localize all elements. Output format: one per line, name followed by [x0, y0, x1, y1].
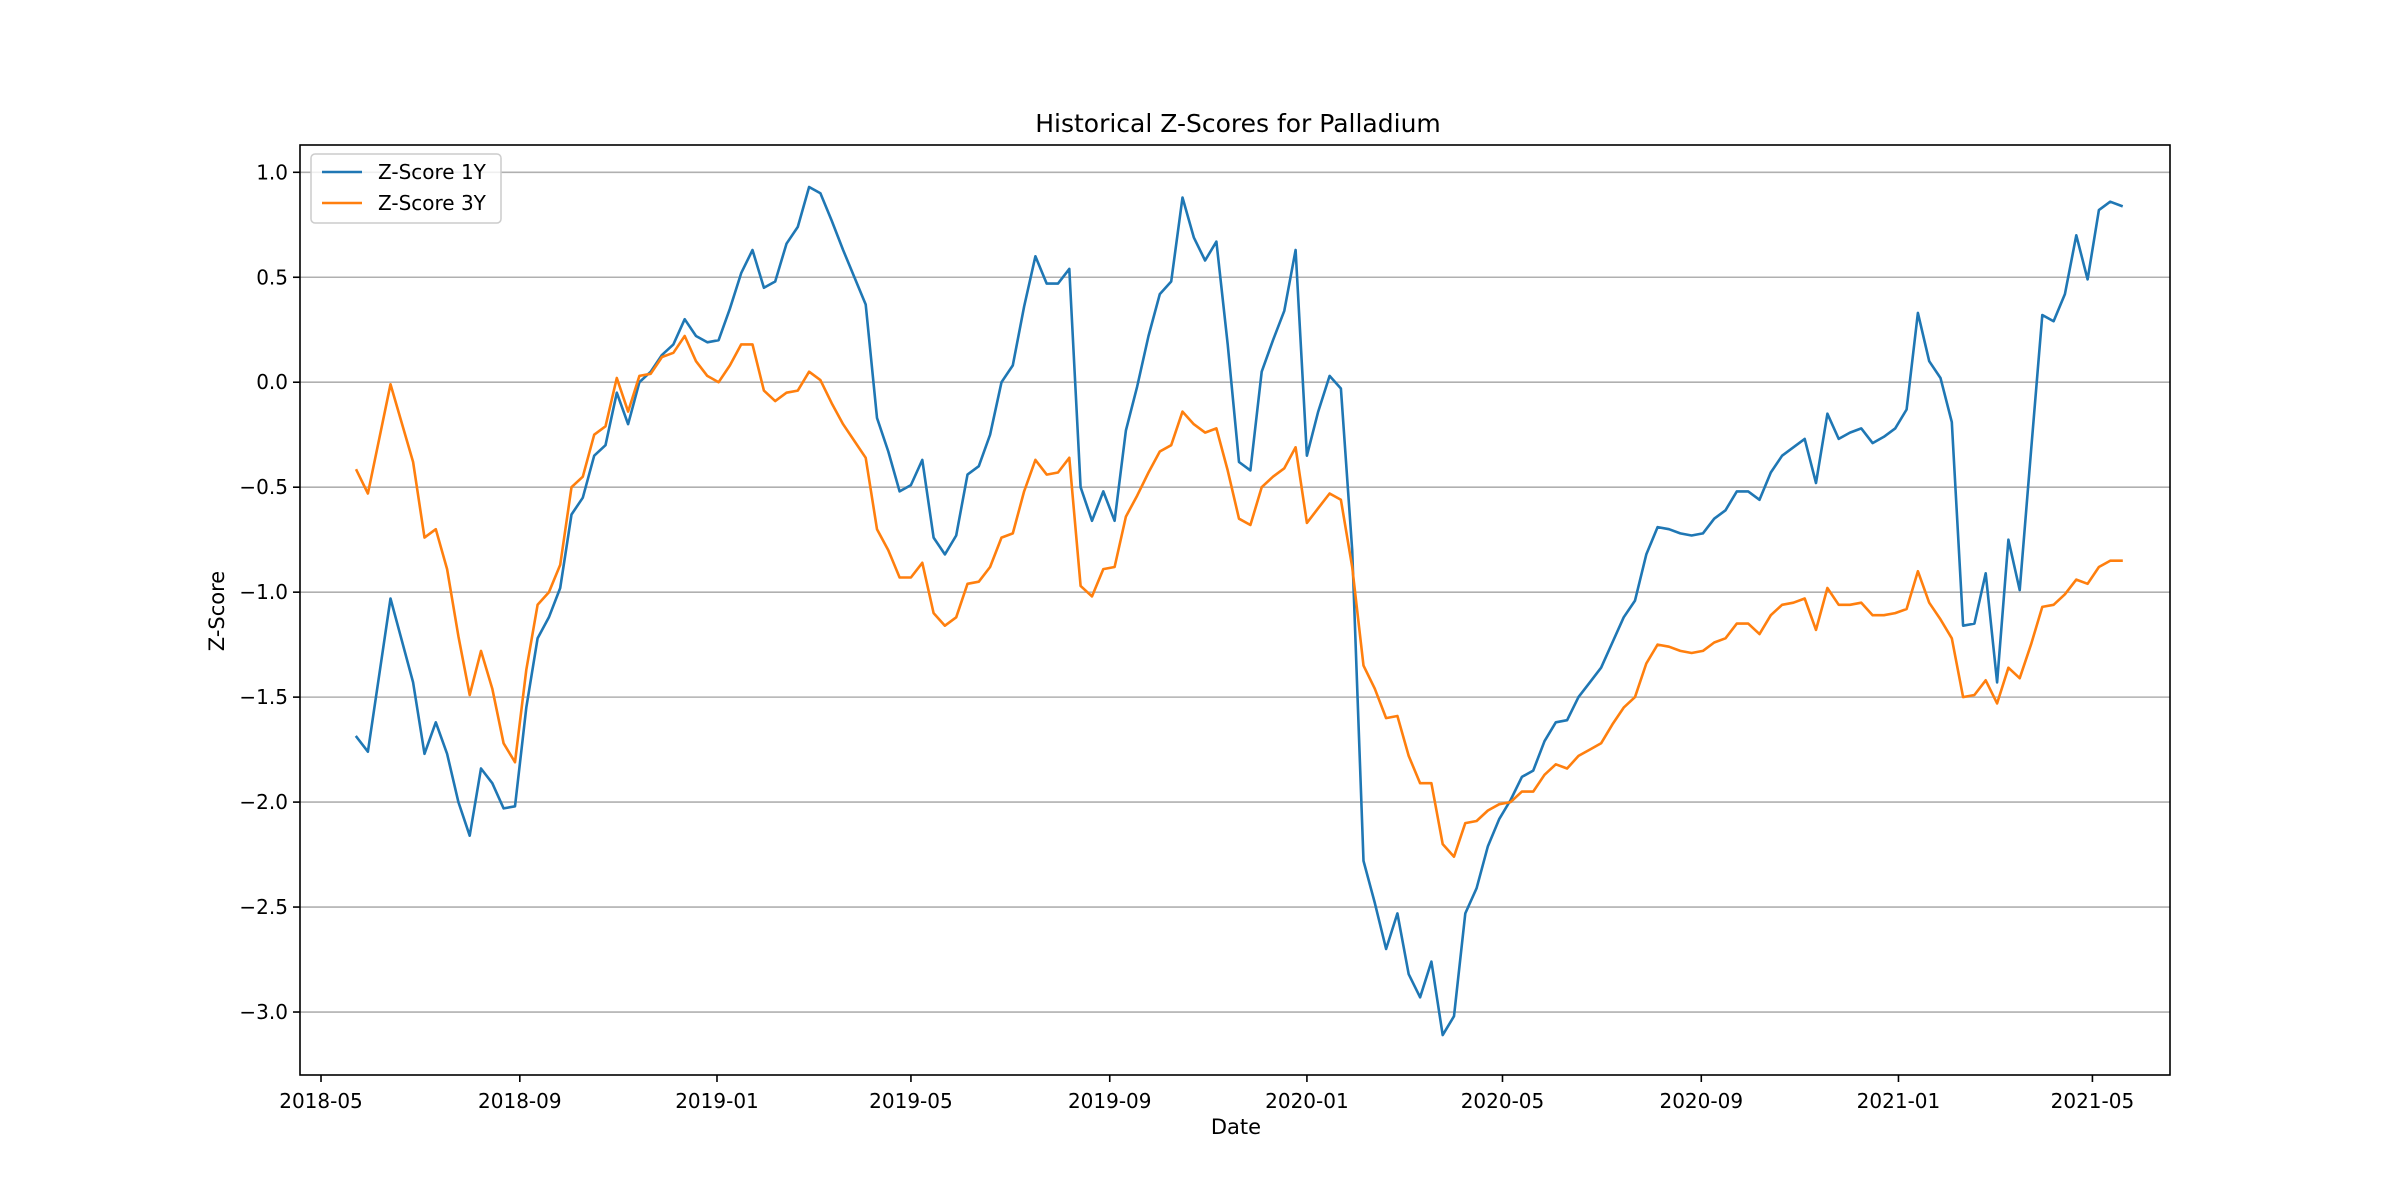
y-tick-label: 1.0	[256, 160, 288, 184]
x-tick-label: 2019-01	[675, 1089, 759, 1113]
series-line-z-score-3y	[354, 334, 2123, 859]
y-tick-label: −2.5	[239, 895, 288, 919]
x-tick-label: 2020-01	[1265, 1089, 1349, 1113]
y-tick-label: −1.0	[239, 580, 288, 604]
legend-label-z-score-1y: Z-Score 1Y	[378, 160, 487, 184]
y-axis-ticks: 1.0 0.5 0.0 −0.5 −1.0 −1.5 −2.0 −2.5 −3.0	[239, 160, 300, 1024]
y-axis-label: Z-Score	[205, 571, 229, 651]
plot-area-frame	[299, 144, 2171, 1076]
x-axis-ticks: 2018-05 2018-09 2019-01 2019-05 2019-09 2020-…	[279, 1075, 2134, 1113]
x-tick-label: 2018-09	[478, 1089, 562, 1113]
chart-title: Historical Z-Scores for Palladium	[1035, 109, 1441, 138]
y-tick-label: −0.5	[239, 475, 288, 499]
series-lines	[354, 185, 2124, 1037]
y-tick-label: 0.0	[256, 370, 288, 394]
y-tick-label: −2.0	[239, 790, 288, 814]
x-tick-label: 2021-01	[1857, 1089, 1941, 1113]
legend-label-z-score-3y: Z-Score 3Y	[378, 191, 487, 215]
x-tick-label: 2020-05	[1461, 1089, 1545, 1113]
x-tick-label: 2019-05	[869, 1089, 953, 1113]
x-tick-label: 2019-09	[1068, 1089, 1152, 1113]
x-tick-label: 2020-09	[1659, 1089, 1743, 1113]
y-tick-label: 0.5	[256, 265, 288, 289]
x-tick-label: 2021-05	[2051, 1089, 2135, 1113]
x-axis-label: Date	[1211, 1115, 1261, 1139]
legend: Z-Score 1Y Z-Score 3Y	[310, 153, 502, 224]
grid-lines	[300, 171, 2170, 1013]
y-tick-label: −1.5	[239, 685, 288, 709]
y-tick-label: −3.0	[239, 1000, 288, 1024]
x-tick-label: 2018-05	[279, 1089, 363, 1113]
series-line-z-score-1y	[354, 185, 2124, 1037]
